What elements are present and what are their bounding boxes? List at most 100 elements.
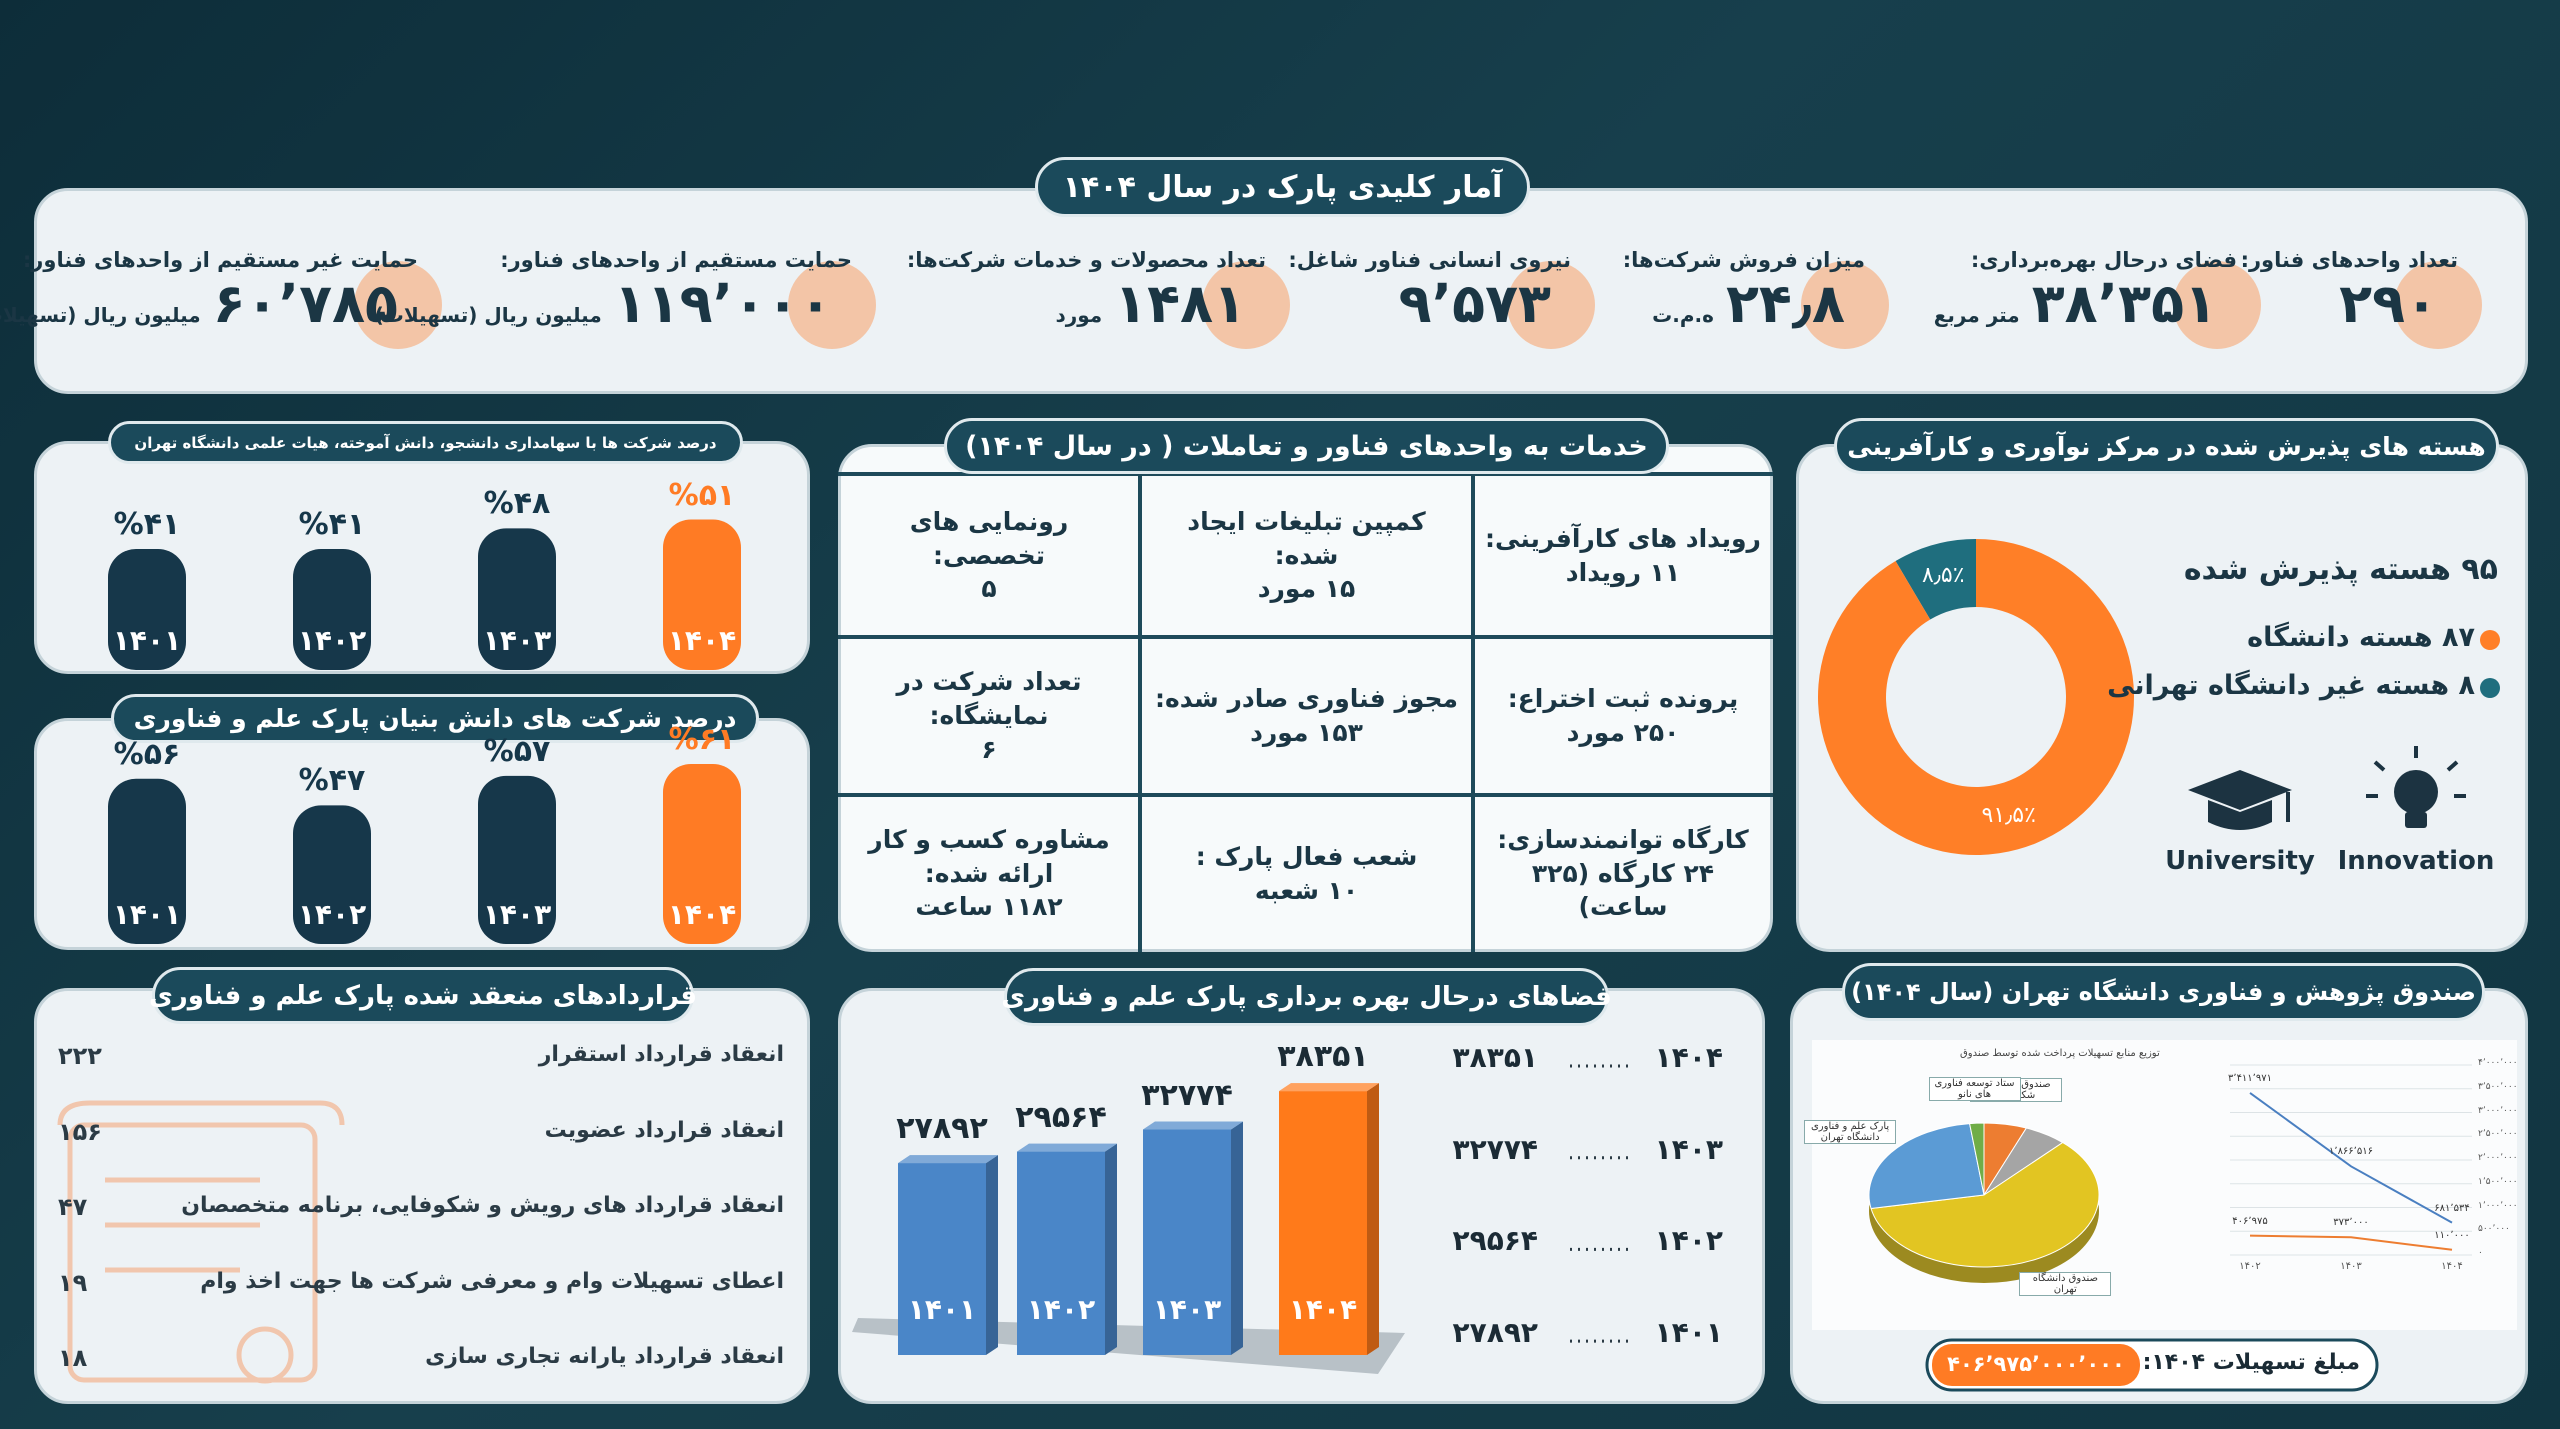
line [2249, 1234, 2453, 1251]
bar-category-label: ۱۴۰۴ [667, 898, 737, 931]
point-label: ۳٬۴۱۱٬۹۷۱ [2228, 1072, 2272, 1084]
bar-side-shade [1367, 1083, 1379, 1355]
service-value: ۱۰ شعبه [1254, 875, 1359, 905]
bar-category-label: ۱۴۰۱ [112, 898, 182, 931]
ray [2373, 760, 2386, 772]
bar-category-label: ۱۴۰۲ [297, 624, 367, 657]
stat-label: فضای درحال بهره‌برداری: [1970, 248, 2237, 272]
y-tick-label: ۳٬۰۰۰٬۰۰۰ [2478, 1105, 2518, 1116]
table-year: ۱۴۰۴ [1654, 1041, 1723, 1074]
stat-icon [354, 261, 442, 349]
table-year: ۱۴۰۳ [1654, 1132, 1723, 1166]
pie-slice [1870, 1141, 2100, 1268]
point-label: ۱۱۰٬۰۰۰ [2434, 1229, 2470, 1241]
legend-label: ۸۷ هسته دانشگاه [2247, 622, 2475, 653]
service-label: رویداد های کارآفرینی: [1485, 523, 1761, 553]
bar-value-label: %۵۶ [113, 736, 181, 772]
stat-unit: میلیون ریال (تسهیلات) [374, 303, 602, 327]
point-label: ۳۷۳٬۰۰۰ [2333, 1217, 2369, 1229]
bar-side [1367, 1083, 1379, 1355]
bar-category-label: ۱۴۰۱ [112, 624, 182, 657]
service-label: پرونده ثبت اختراع: [1507, 684, 1739, 714]
bar-value-label: ۲۹۵۶۴ [1015, 1099, 1107, 1135]
spaces-title: فضاهای درحال بهره برداری پارک علم و فناو… [1001, 968, 1612, 1026]
bar-category-label: ۱۴۰۴ [1288, 1293, 1358, 1326]
contracts-panel [34, 988, 810, 1404]
pie-label: ستاد توسعه فناوری های نانو [1928, 1076, 2021, 1101]
icon-label: University [2165, 846, 2315, 876]
bar [1279, 1091, 1367, 1355]
table-year: ۱۴۰۱ [1654, 1316, 1723, 1350]
contract-value: ۱۵۶ [58, 1117, 102, 1146]
bar [293, 549, 371, 670]
stat-label: تعداد واحدهای فناور: [2240, 248, 2458, 272]
stat-label: میزان فروش شرکت‌ها: [1622, 248, 1865, 272]
bulb-rays [2366, 746, 2466, 798]
university-icon [2188, 770, 2292, 830]
service-label: رونمایی های تخصصی: [909, 506, 1069, 570]
table-value: ۳۲۷۷۴ [1452, 1132, 1538, 1166]
donut-value-label: ۸٫۵٪ [1921, 563, 1965, 589]
bar-top [898, 1155, 998, 1164]
stat-value-row: ۳۸٬۳۵۱ متر مربع [1934, 272, 2217, 335]
stat-value: ۶۰٬۷۸۵ [212, 272, 398, 335]
table-value: ۲۷۸۹۲ [1452, 1316, 1538, 1350]
stat-value: ۱۱۹٬۰۰۰ [613, 272, 832, 335]
service-label: کارگاه توانمندسازی: [1497, 824, 1749, 854]
stat-value-row: ۲۴٫۸ ه.م.ت [1652, 272, 1845, 335]
stat-icon [1801, 261, 1889, 349]
knowledge-based-title: درصد شرکت های دانش بنیان پارک علم و فناو… [111, 694, 759, 743]
bar-side-shade [1105, 1143, 1117, 1355]
service-label: شعب فعال پارک : [1195, 841, 1418, 871]
bar-value-label: %۴۸ [483, 486, 551, 522]
stat-unit: ه.م.ت [1652, 303, 1714, 327]
contracts-title: قراردادهای منعقد شده پارک علم و فناوری [149, 967, 697, 1024]
bar-value-label: %۵۱ [668, 477, 736, 513]
bulb [2394, 770, 2438, 814]
y-tick-label: ۱٬۵۰۰٬۰۰۰ [2478, 1176, 2518, 1187]
bar-category-label: ۱۴۰۲ [1026, 1293, 1096, 1326]
service-value: ۱۱ رویداد [1565, 557, 1681, 587]
bar-value-label: ۳۸۳۵۱ [1277, 1039, 1369, 1075]
contract-value: ۴۷ [58, 1193, 88, 1221]
stat-value-row: ۹٬۵۷۳ [1399, 272, 1551, 335]
service-cell: رویداد های کارآفرینی: ۱۱ رویداد [1485, 474, 1761, 637]
service-label: مجوز فناوری صادر شده: [1154, 684, 1459, 714]
contract-label: انعقاد قرارداد عضویت [544, 1117, 784, 1143]
legend-dot [2480, 630, 2500, 650]
stat-unit: مورد [1055, 303, 1103, 327]
bar-value-label: %۴۱ [113, 507, 181, 543]
stat-unit: میلیون ریال (تسهیلات) [0, 303, 201, 327]
total-label: مبلغ تسهیلات ۱۴۰۴: [2142, 1350, 2360, 1375]
y-tick-label: ۳٬۵۰۰٬۰۰۰ [2478, 1081, 2518, 1092]
table-year: ۱۴۰۲ [1654, 1224, 1723, 1258]
stat-icon [2173, 261, 2261, 349]
bar-side-shade [1231, 1121, 1243, 1355]
stat-value-row: ۱۴۸۱ مورد [1055, 272, 1246, 335]
bar-value-label: %۴۷ [298, 763, 366, 799]
bar-value-label: %۵۷ [483, 733, 551, 769]
y-tick-label: ۱٬۰۰۰٬۰۰۰ [2478, 1200, 2518, 1211]
stat-value-row: ۲۹۰ [2339, 272, 2438, 335]
total-amount-box [1932, 1344, 2140, 1386]
x-tick-label: ۱۴۰۳ [2340, 1261, 2362, 1272]
pie-label: صندوق دانشگاه تهران [2019, 1272, 2112, 1297]
bar-category-label: ۱۴۰۴ [667, 624, 737, 657]
stat-value-row: ۱۱۹٬۰۰۰ میلیون ریال (تسهیلات) [375, 272, 832, 335]
stat-icon [1507, 261, 1595, 349]
service-cell: کارگاه توانمندسازی: ۲۴ کارگاه (۳۲۵ ساعت) [1485, 795, 1761, 952]
stat-icon [1202, 261, 1290, 349]
contract-label: انعقاد قرارداد های رویش و شکوفایی، برنام… [181, 1193, 784, 1218]
bar [663, 764, 741, 944]
stat-value: ۲۹۰ [2339, 272, 2438, 335]
y-tick-label: ۴٬۰۰۰٬۰۰۰ [2478, 1058, 2518, 1068]
scroll-body [67, 1122, 318, 1383]
pie-label: پارک علم و فناوری دانشگاه تهران [1804, 1119, 1897, 1144]
service-value: ۲۵۰ مورد [1566, 718, 1680, 747]
cap-base [2208, 800, 2272, 830]
bar [1143, 1129, 1231, 1355]
bar-value-label: ۲۷۸۹۲ [896, 1111, 988, 1147]
stat-icon [788, 261, 876, 349]
